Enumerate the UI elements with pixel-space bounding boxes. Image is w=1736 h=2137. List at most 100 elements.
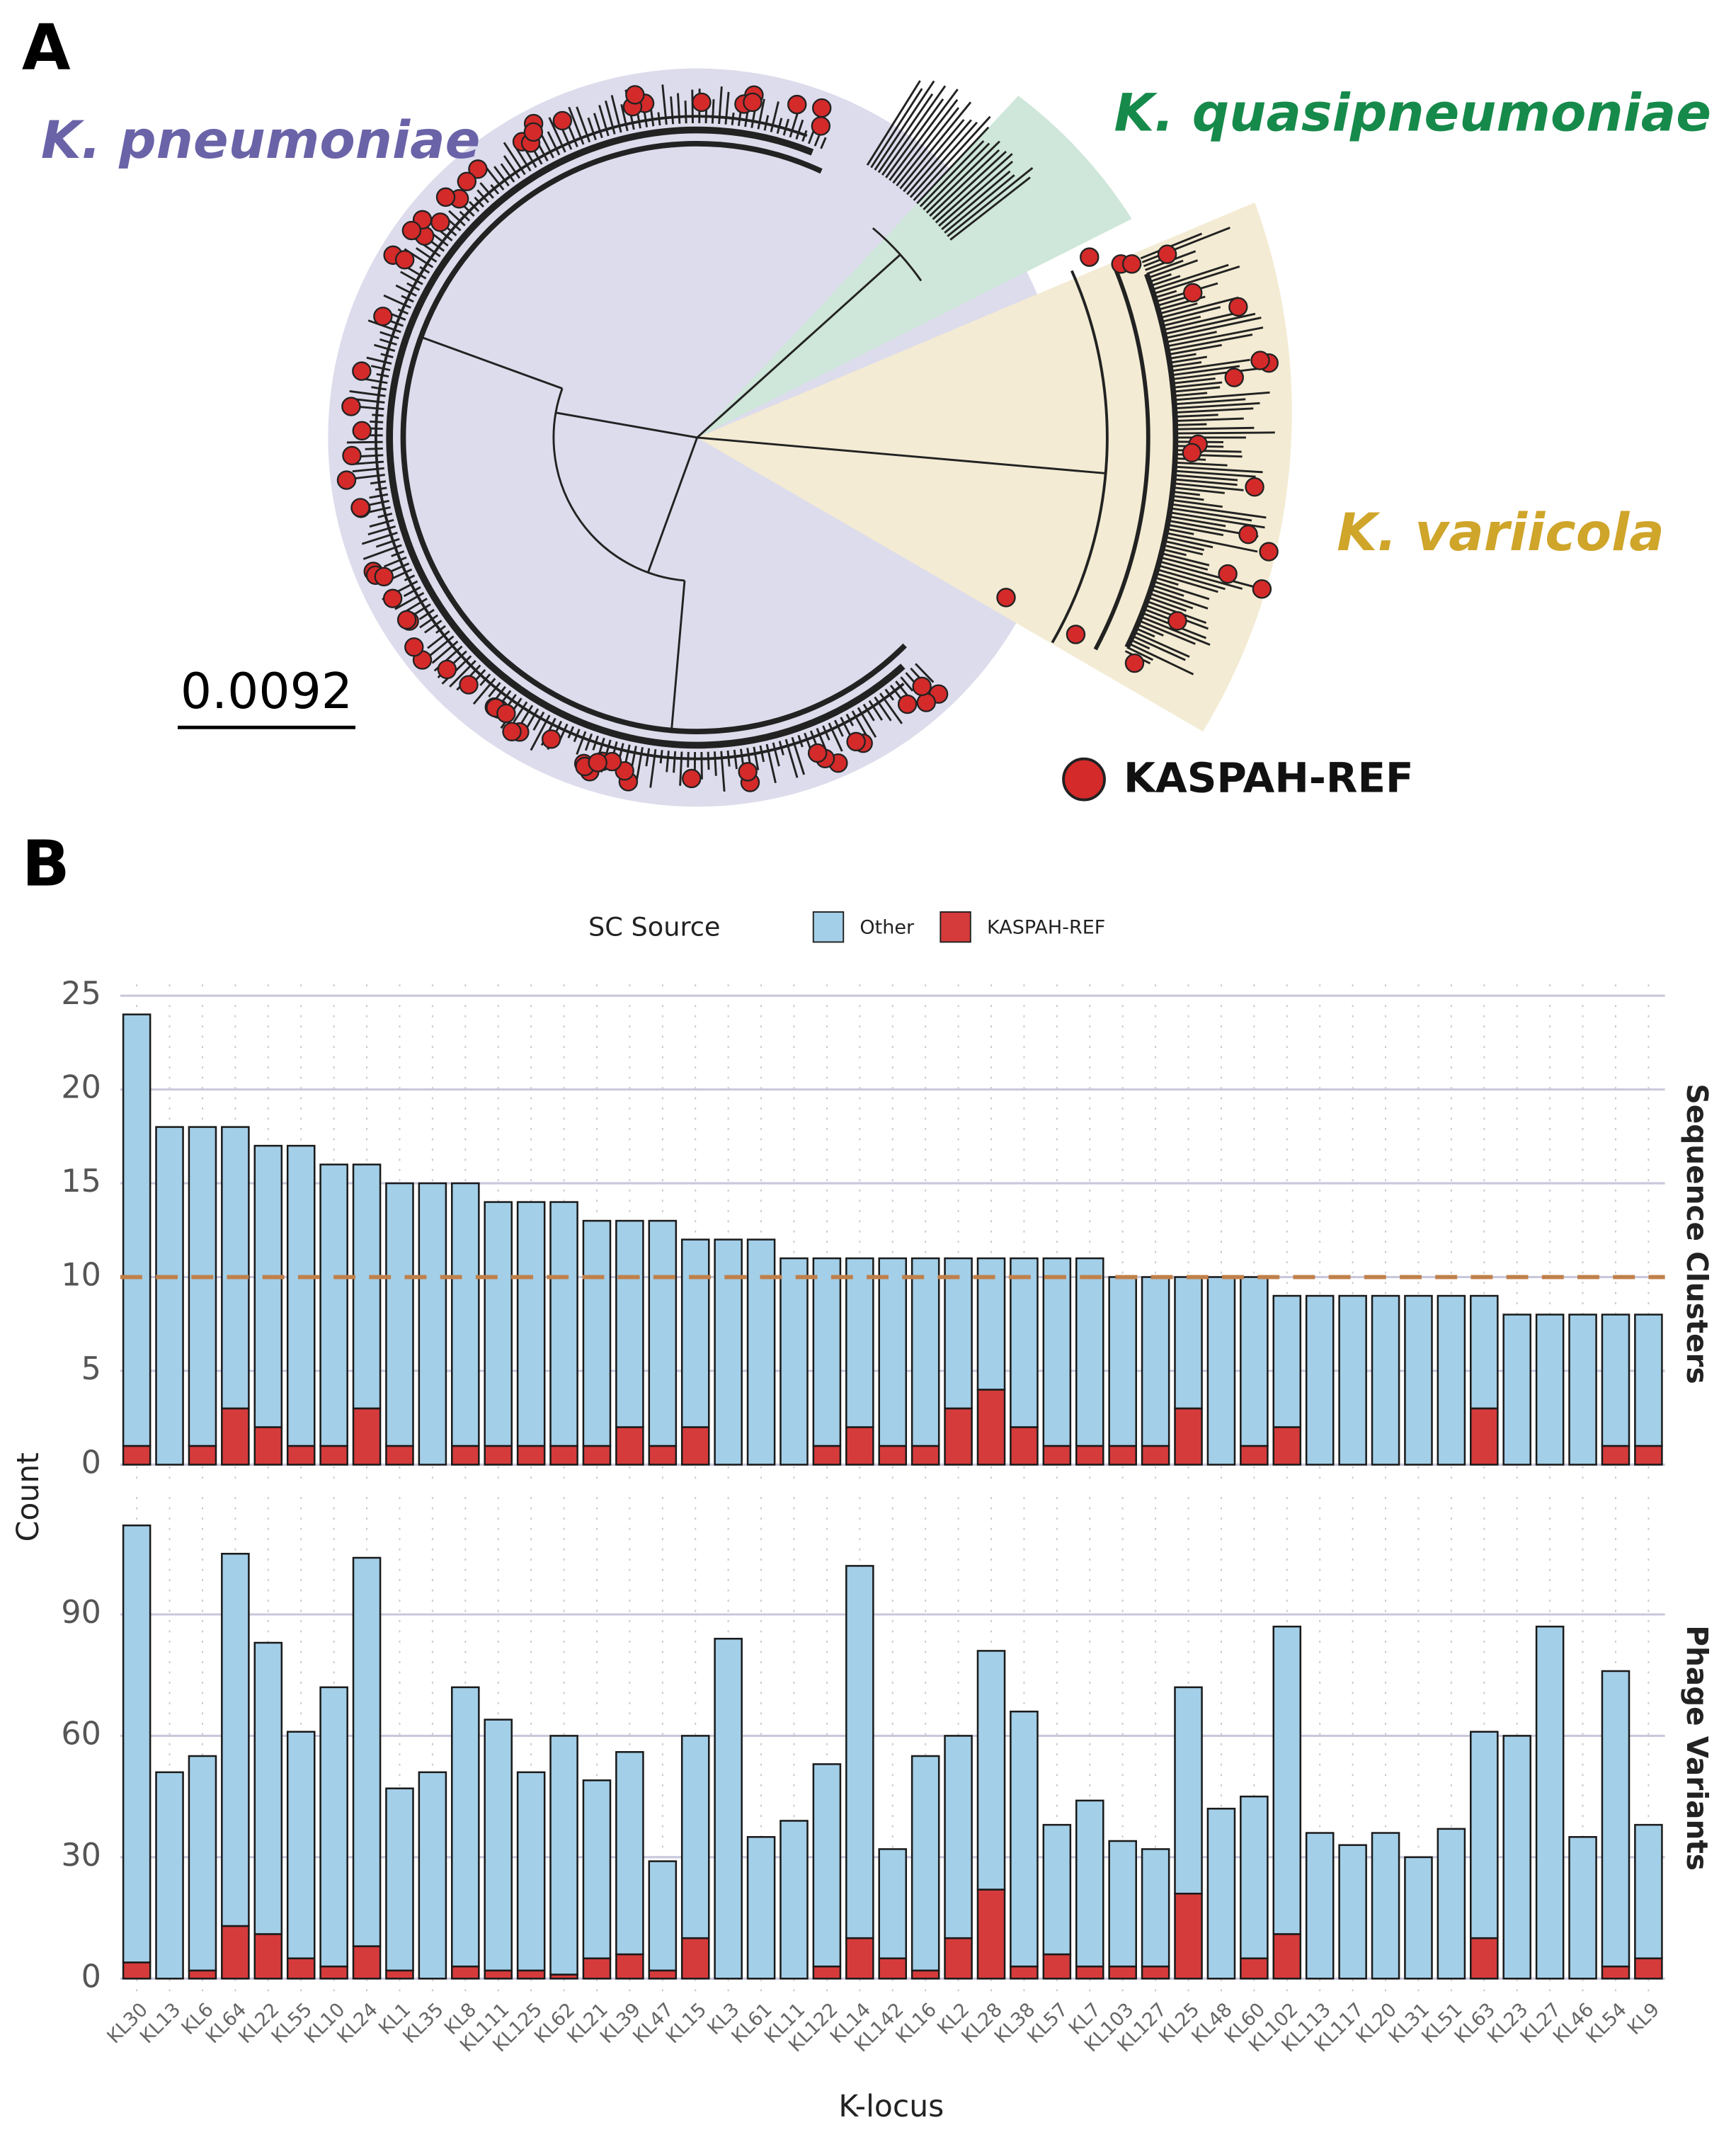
bar-segment xyxy=(319,1163,348,1447)
reference-marker xyxy=(341,397,361,416)
tree-branch xyxy=(1174,398,1246,406)
tree-branch xyxy=(804,732,811,749)
tree-branch xyxy=(872,227,923,282)
tree-branch xyxy=(400,141,907,734)
bar-segment xyxy=(286,1957,316,1980)
tree-branch xyxy=(1163,544,1204,556)
tree-branch xyxy=(500,163,515,183)
bar-segment xyxy=(648,1860,678,1972)
tree-branch xyxy=(757,98,765,130)
bar-segment xyxy=(1535,1625,1565,1980)
y-tick-label: 30 xyxy=(61,1837,101,1874)
tree-branch xyxy=(684,101,687,124)
reference-marker xyxy=(625,85,645,105)
tree-branch xyxy=(1154,290,1177,299)
legend-label: KASPAH-REF xyxy=(987,917,1105,939)
bar-segment xyxy=(780,1257,809,1466)
bar-segment xyxy=(1437,1294,1466,1466)
y-tick-label: 0 xyxy=(81,1959,101,1995)
reference-marker xyxy=(457,171,477,192)
bar-segment xyxy=(1371,1294,1400,1466)
tree-branch xyxy=(801,130,808,142)
reference-marker xyxy=(468,159,488,179)
tree-branch xyxy=(400,270,423,285)
bar-segment xyxy=(549,1735,578,1976)
tree-branch xyxy=(484,166,505,190)
tree-branch xyxy=(1168,515,1226,528)
tree-branch xyxy=(1135,627,1155,638)
tree-branch xyxy=(1156,568,1226,591)
tree-branch xyxy=(1126,646,1154,661)
tree-branch xyxy=(1150,588,1209,610)
bar-segment xyxy=(286,1731,316,1959)
bar-segment xyxy=(1206,1808,1236,1980)
bar-segment xyxy=(910,1444,940,1466)
tree-branch xyxy=(1175,465,1263,474)
tree-branch xyxy=(547,131,561,156)
tree-branch xyxy=(1170,507,1252,522)
bar-segment xyxy=(221,1553,250,1927)
tree-branch xyxy=(906,119,972,195)
x-axis-label: K-locus xyxy=(838,2090,944,2124)
bar-segment xyxy=(221,1126,250,1410)
legend-swatch xyxy=(812,911,845,943)
tree-branch xyxy=(770,101,780,132)
bar-segment xyxy=(780,1820,809,1980)
bar-segment xyxy=(615,1219,644,1428)
y-tick-label: 10 xyxy=(61,1258,101,1294)
reference-marker xyxy=(1080,247,1100,267)
bar-segment xyxy=(1371,1832,1400,1980)
tree-branch xyxy=(375,537,400,548)
bar-segment xyxy=(549,1201,578,1447)
tree-branch xyxy=(778,741,784,756)
bar-segment xyxy=(1010,1257,1039,1428)
bar-segment xyxy=(976,1888,1006,1980)
tree-branch xyxy=(395,284,417,297)
legend-label: Other xyxy=(860,917,915,939)
tree-branch xyxy=(1164,312,1256,336)
tree-branch xyxy=(645,748,651,767)
tree-branch xyxy=(610,95,622,133)
bar-segment xyxy=(615,1426,644,1466)
tree-branch xyxy=(555,411,697,439)
tree-branch xyxy=(714,751,717,776)
tree-branch xyxy=(1162,548,1187,557)
bar-segment xyxy=(1502,1313,1532,1466)
bar-segment xyxy=(648,1444,678,1466)
tree-branch xyxy=(923,142,990,211)
tree-branch xyxy=(909,121,978,198)
tree-branch xyxy=(419,266,430,274)
tree-branch xyxy=(370,420,384,423)
bar-segment xyxy=(1470,1407,1499,1466)
tree-branch xyxy=(386,126,906,749)
reference-marker xyxy=(373,307,393,326)
bar-segment xyxy=(1174,1276,1203,1410)
tree-branch xyxy=(479,182,494,199)
clade-background xyxy=(697,96,1132,438)
tree-branch xyxy=(932,150,1007,220)
tree-branch xyxy=(533,151,543,165)
tree-branch xyxy=(866,80,921,166)
tree-branch xyxy=(1153,266,1240,295)
reference-marker xyxy=(382,588,403,608)
tree-branch xyxy=(834,719,844,737)
bar-segment xyxy=(845,1937,874,1980)
tree-branch xyxy=(1175,417,1244,422)
tree-branch xyxy=(726,750,731,767)
bar-segment xyxy=(1470,1731,1499,1939)
reference-marker xyxy=(916,693,937,712)
tree-branch xyxy=(1173,478,1238,486)
tree-branch xyxy=(566,123,578,147)
tree-branch xyxy=(881,85,947,176)
tree-branch xyxy=(349,390,386,397)
tree-branch xyxy=(915,663,935,683)
tree-branch xyxy=(659,750,663,764)
bar-segment xyxy=(1010,1426,1039,1466)
tree-branch xyxy=(845,713,855,726)
tree-branch xyxy=(697,436,1106,474)
tree-branch xyxy=(1168,353,1197,360)
tree-branch xyxy=(851,710,869,739)
bar-segment xyxy=(1240,1444,1269,1466)
bar-segment xyxy=(1272,1426,1302,1466)
tree-branch xyxy=(724,91,730,125)
